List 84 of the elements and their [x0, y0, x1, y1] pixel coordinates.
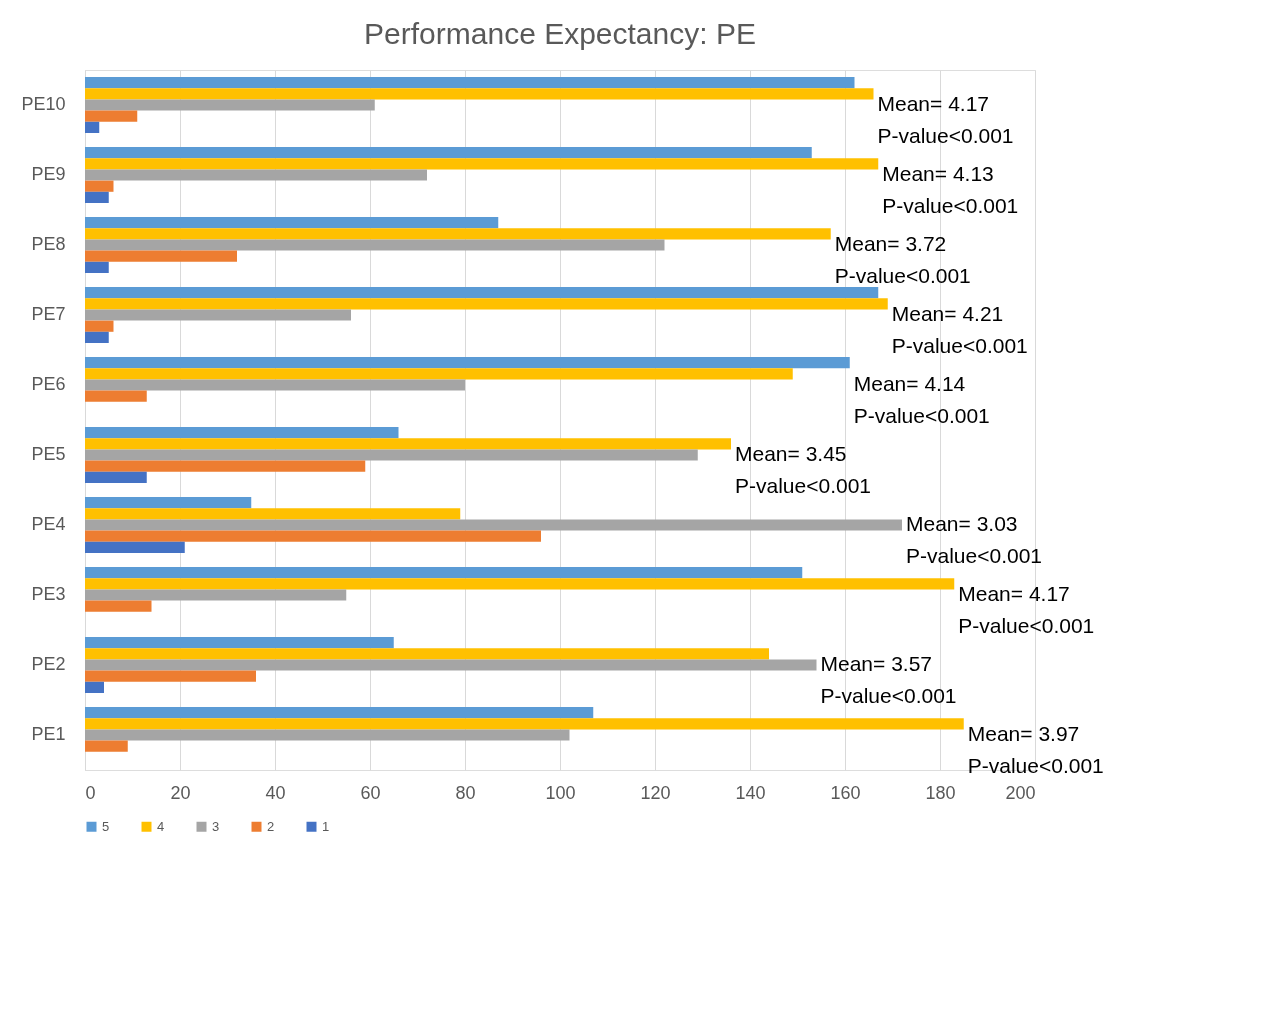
x-tick-label: 100 — [545, 782, 576, 803]
annotation: Mean= 4.13 P-value<0.001 — [882, 162, 1019, 217]
x-tick-label: 20 — [170, 782, 191, 803]
annotation: Mean= 3.45 P-value<0.001 — [735, 442, 872, 497]
chart-title: Performance Expectancy: PE — [364, 17, 756, 50]
x-tick-label: 160 — [830, 782, 861, 803]
bar — [85, 250, 237, 262]
legend-label: 3 — [212, 818, 220, 834]
annotation: Mean= 3.97 P-value<0.001 — [967, 722, 1104, 777]
bar — [85, 287, 879, 299]
bar — [85, 147, 812, 159]
legend-label: 4 — [157, 818, 165, 834]
bar — [85, 530, 541, 542]
legend-label: 2 — [267, 818, 275, 834]
bar — [85, 110, 138, 122]
bar — [85, 578, 955, 590]
y-tick-label: PE9 — [31, 164, 66, 184]
bar — [85, 681, 104, 693]
annotation: Mean= 4.17 P-value<0.001 — [958, 582, 1095, 637]
bar — [85, 740, 128, 752]
bar — [85, 707, 594, 719]
x-tick-label: 0 — [85, 782, 96, 803]
y-tick-label: PE10 — [21, 94, 66, 114]
bar — [85, 121, 100, 133]
bar — [85, 99, 375, 111]
bar — [85, 670, 256, 682]
bar — [85, 659, 817, 671]
annotation: Mean= 4.17 P-value<0.001 — [877, 92, 1014, 147]
bar — [85, 600, 152, 612]
bar — [85, 729, 570, 741]
annotation: Mean= 3.03 P-value<0.001 — [906, 512, 1043, 567]
bar — [85, 519, 902, 531]
y-tick-label: PE5 — [31, 444, 66, 464]
bar — [85, 589, 347, 601]
bar — [85, 427, 399, 439]
annotation: Mean= 3.57 P-value<0.001 — [820, 652, 957, 707]
bar — [85, 648, 769, 660]
bar — [85, 460, 366, 472]
bar — [85, 567, 803, 579]
bar — [85, 191, 109, 203]
x-tick-label: 200 — [1005, 782, 1036, 803]
bar — [85, 88, 874, 100]
bar — [85, 471, 147, 483]
y-tick-label: PE7 — [31, 304, 66, 324]
bar — [85, 158, 879, 170]
annotation: Mean= 4.21 P-value<0.001 — [891, 302, 1028, 357]
bar — [85, 357, 850, 369]
y-tick-label: PE1 — [31, 724, 66, 744]
annotation: Mean= 3.72 P-value<0.001 — [834, 232, 971, 287]
bar — [85, 228, 831, 240]
legend-label: 5 — [102, 818, 110, 834]
y-tick-label: PE2 — [31, 654, 66, 674]
bar — [85, 77, 855, 89]
bar — [85, 637, 394, 649]
bar — [85, 180, 114, 192]
bar — [85, 497, 252, 509]
x-tick-label: 180 — [925, 782, 956, 803]
y-tick-label: PE6 — [31, 374, 66, 394]
bar — [85, 508, 461, 520]
legend-label: 1 — [322, 818, 330, 834]
bar — [85, 309, 351, 321]
bar — [85, 541, 185, 553]
bar — [85, 449, 698, 461]
x-tick-label: 80 — [455, 782, 476, 803]
bar — [85, 169, 427, 181]
bar — [85, 298, 888, 310]
x-tick-label: 120 — [640, 782, 671, 803]
bar — [85, 390, 147, 402]
bar — [85, 368, 793, 380]
bar — [85, 239, 665, 251]
y-tick-label: PE3 — [31, 584, 66, 604]
bar — [85, 261, 109, 273]
annotation: Mean= 4.14 P-value<0.001 — [853, 372, 990, 427]
bar — [85, 217, 499, 229]
x-tick-label: 40 — [265, 782, 286, 803]
bar — [85, 718, 964, 730]
y-tick-label: PE8 — [31, 234, 66, 254]
bar — [85, 320, 114, 332]
x-tick-label: 140 — [735, 782, 766, 803]
bar — [85, 331, 109, 343]
y-tick-label: PE4 — [31, 514, 66, 534]
bar — [85, 438, 731, 450]
x-tick-label: 60 — [360, 782, 381, 803]
bar — [85, 379, 465, 391]
